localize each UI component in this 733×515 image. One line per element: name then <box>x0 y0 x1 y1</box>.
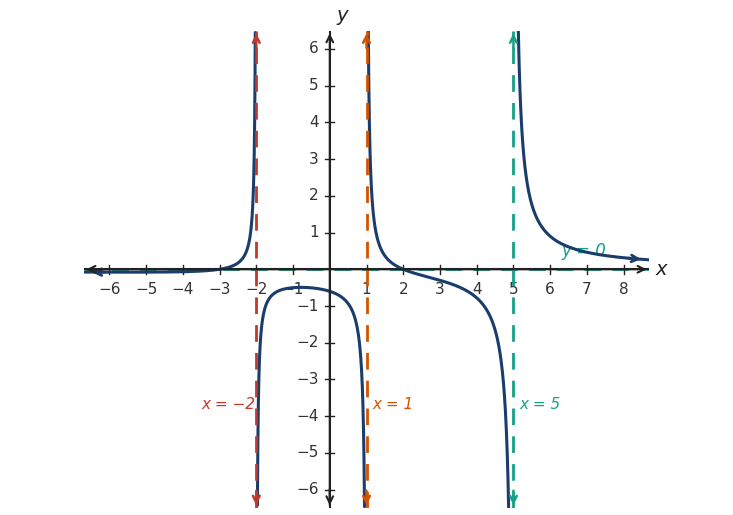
Text: −1: −1 <box>296 299 319 314</box>
Text: 3: 3 <box>309 151 319 166</box>
Text: −6: −6 <box>296 482 319 497</box>
Text: 3: 3 <box>435 282 445 297</box>
Text: y = 0: y = 0 <box>561 243 606 261</box>
Text: 4: 4 <box>472 282 482 297</box>
Text: −4: −4 <box>172 282 194 297</box>
Text: 5: 5 <box>509 282 518 297</box>
Text: −2: −2 <box>245 282 268 297</box>
Text: −4: −4 <box>296 409 319 424</box>
Text: 6: 6 <box>309 41 319 56</box>
Text: x = 5: x = 5 <box>519 397 560 412</box>
Text: 6: 6 <box>545 282 555 297</box>
Text: −3: −3 <box>208 282 231 297</box>
Text: 1: 1 <box>309 225 319 240</box>
Text: 2: 2 <box>309 188 319 203</box>
Text: y: y <box>336 6 348 25</box>
Text: 8: 8 <box>619 282 628 297</box>
Text: 5: 5 <box>309 78 319 93</box>
Text: −1: −1 <box>282 282 304 297</box>
Text: 2: 2 <box>399 282 408 297</box>
Text: −5: −5 <box>296 445 319 460</box>
Text: 7: 7 <box>582 282 592 297</box>
Text: −5: −5 <box>135 282 158 297</box>
Text: −2: −2 <box>296 335 319 350</box>
Text: −3: −3 <box>296 372 319 387</box>
Text: 4: 4 <box>309 115 319 130</box>
Text: x = −2: x = −2 <box>201 397 255 412</box>
Text: x: x <box>656 260 668 279</box>
Text: −6: −6 <box>98 282 121 297</box>
Text: 1: 1 <box>361 282 372 297</box>
Text: x = 1: x = 1 <box>372 397 413 412</box>
